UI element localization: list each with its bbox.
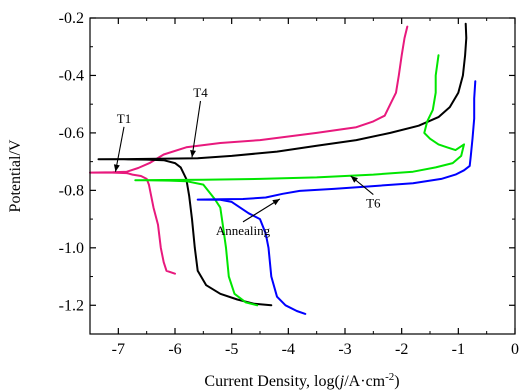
series-line-annealing	[134, 54, 465, 307]
y-tick-label: -0.6	[59, 125, 84, 142]
annotation-layer: T1 T4 Annealing T6	[113, 85, 381, 238]
y-tick-label: -1.2	[59, 297, 84, 314]
annotation-arrowhead	[190, 150, 196, 158]
x-tick-label: -7	[112, 341, 125, 358]
plot-series-layer	[89, 22, 477, 315]
x-tick-label: 0	[511, 341, 519, 358]
y-tick-label: -1.0	[59, 240, 84, 257]
annotation-label: Annealing	[216, 223, 271, 238]
x-tick-label: -5	[225, 341, 238, 358]
annotation-arrowhead	[113, 164, 120, 172]
x-tick-label: -6	[168, 341, 181, 358]
annotation-arrow	[191, 100, 202, 158]
annotation-arrow	[242, 198, 281, 223]
y-tick-label: -0.2	[59, 10, 84, 27]
annotation-label: T6	[366, 196, 381, 211]
annotation-label: T1	[117, 111, 131, 126]
y-axis-title: Potential/V	[7, 139, 24, 212]
annotation-arrowhead	[350, 176, 358, 183]
x-tick-label: -1	[452, 341, 465, 358]
series-line-t6	[196, 80, 477, 315]
series-line-t4	[97, 22, 468, 307]
y-tick-label: -0.4	[59, 67, 84, 84]
x-tick-label: -2	[395, 341, 408, 358]
annotation-arrowhead	[272, 199, 280, 206]
y-axis: -1.2 -1.0 -0.8 -0.6 -0.4 -0.2	[59, 10, 515, 314]
y-tick-label: -0.8	[59, 182, 84, 199]
x-tick-label: -3	[338, 341, 351, 358]
annotation-label: T4	[193, 85, 208, 100]
x-tick-label: -4	[282, 341, 295, 358]
x-axis-title: Current Density, log(j/A·cm-2)	[204, 371, 399, 390]
annotation-arrow	[114, 126, 125, 172]
x-axis: -7 -6 -5 -4 -3 -2 -1 0	[112, 18, 519, 358]
series-line-t1	[89, 25, 409, 275]
plot-frame	[89, 17, 516, 335]
